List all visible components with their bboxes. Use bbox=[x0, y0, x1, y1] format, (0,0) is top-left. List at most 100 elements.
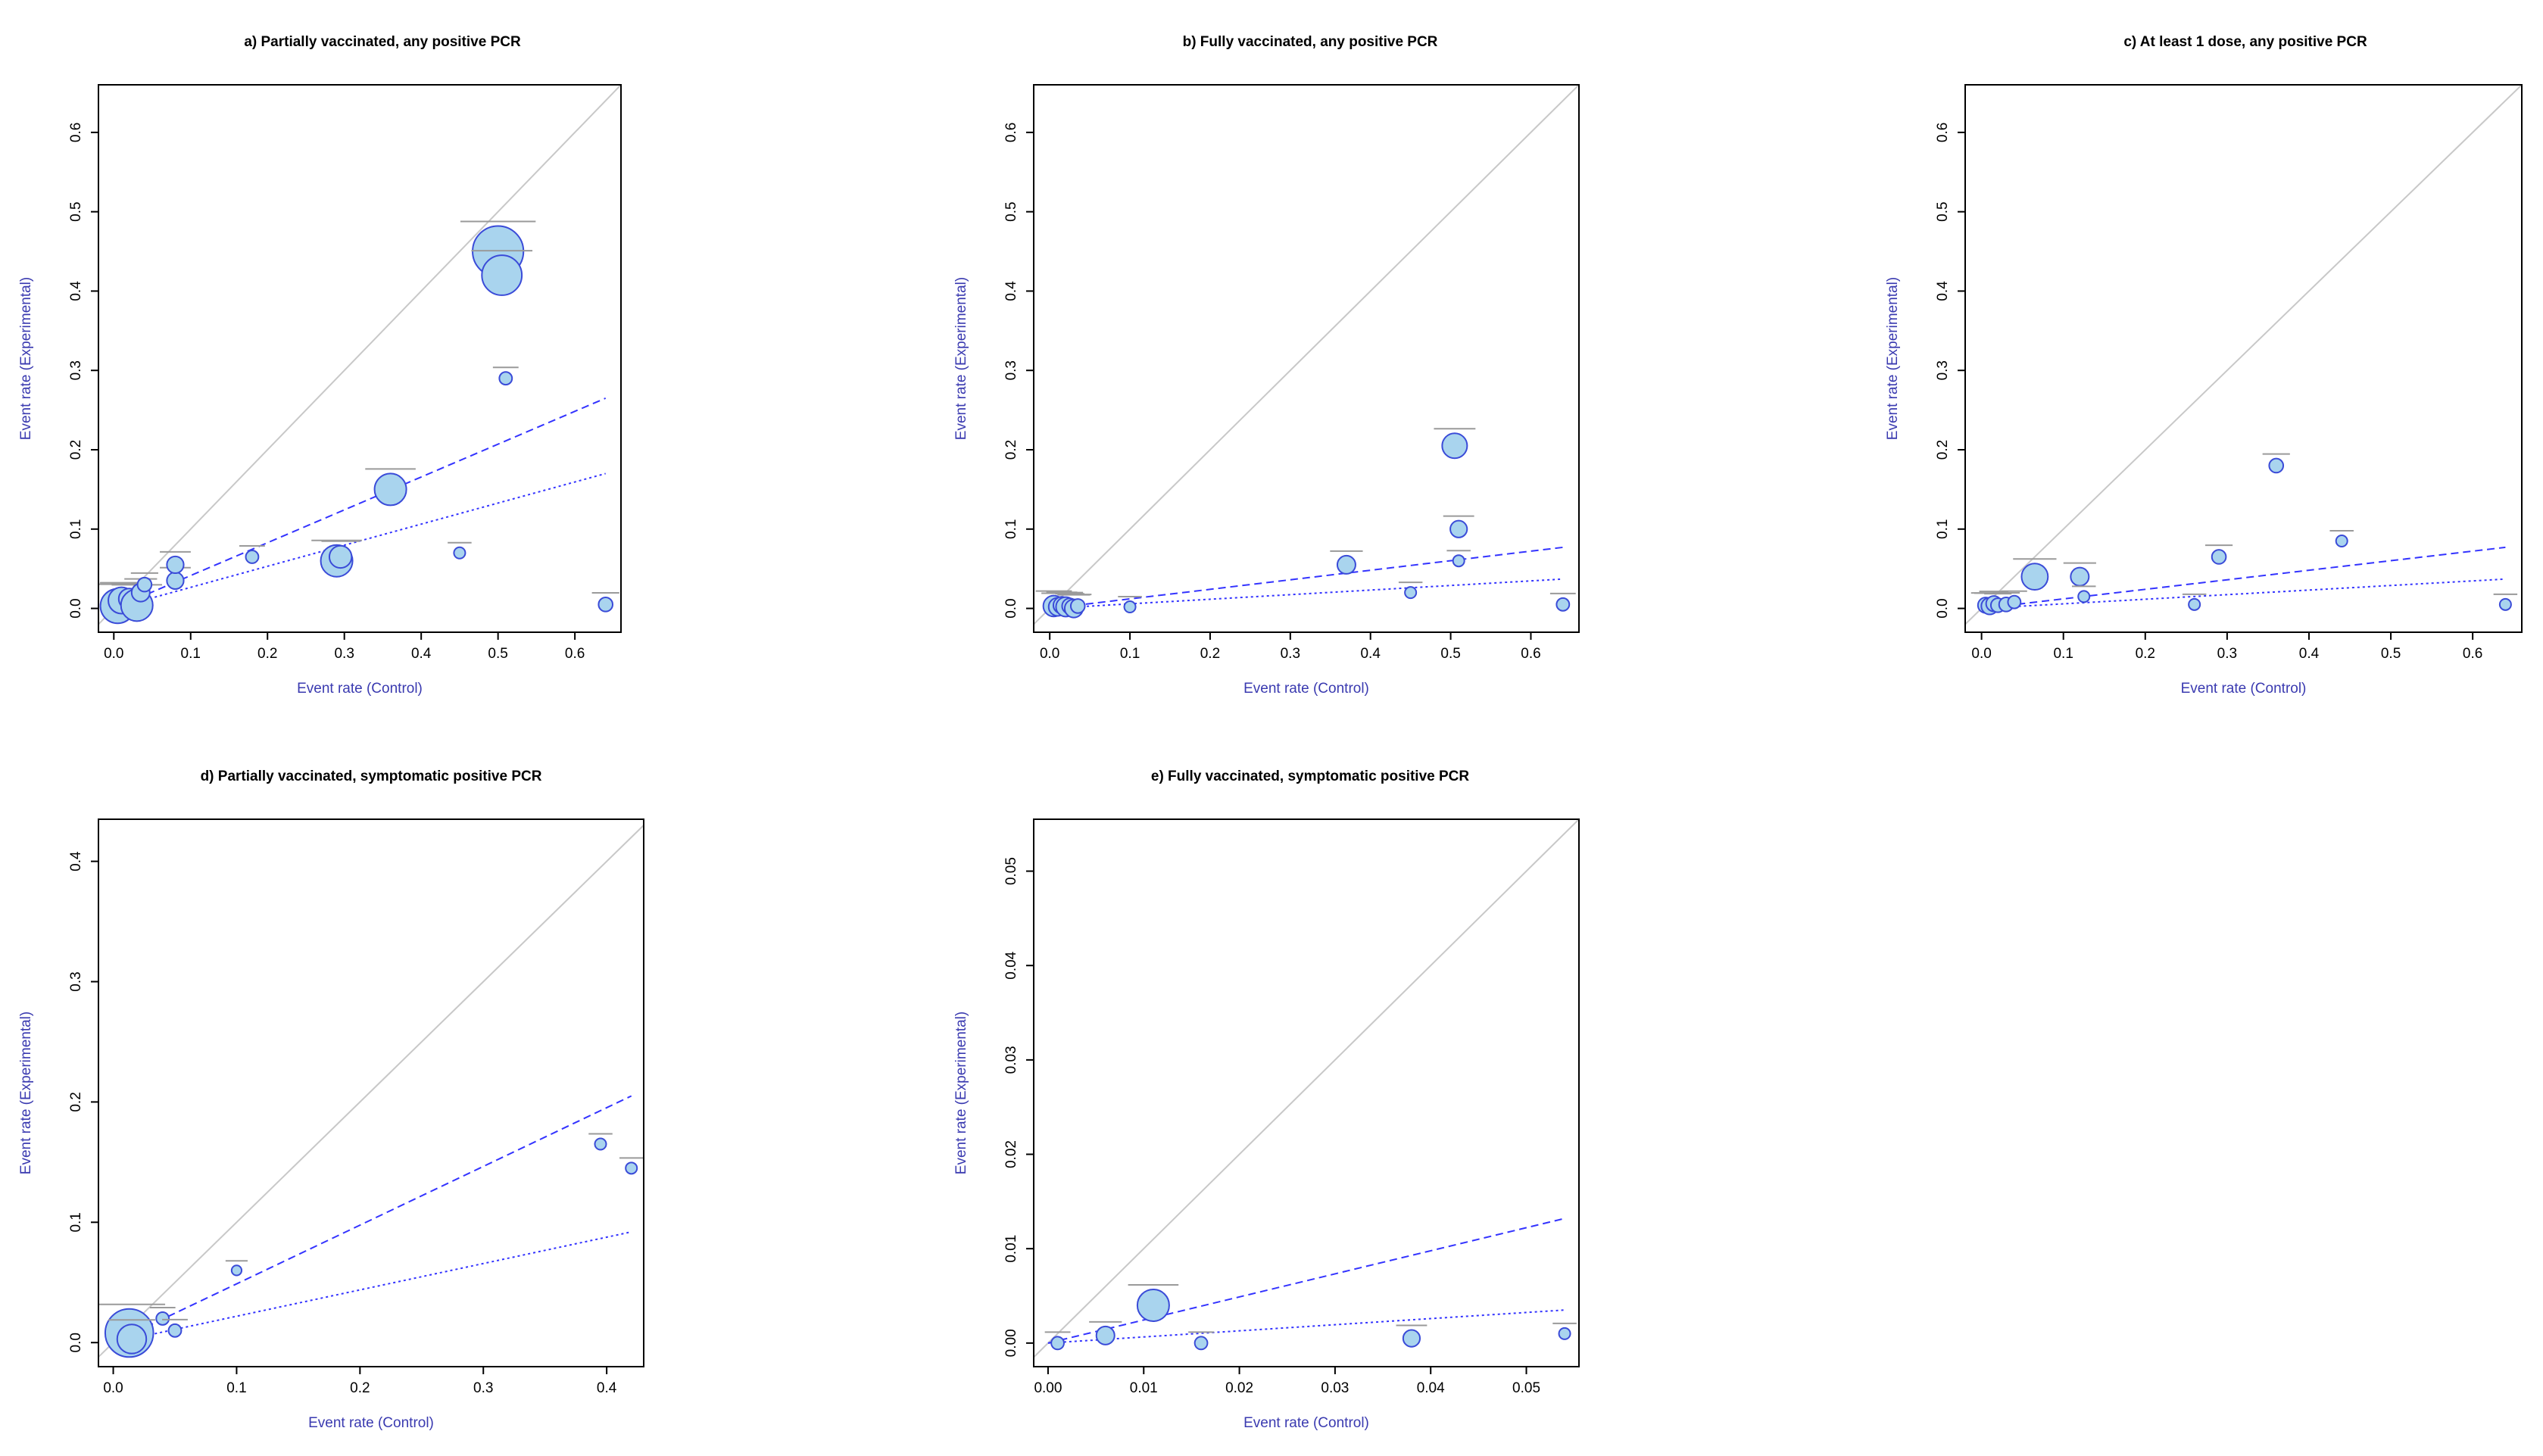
panel-c-ylabel: Event rate (Experimental) bbox=[1885, 277, 1901, 440]
panel-a-xlabel: Event rate (Control) bbox=[297, 681, 423, 697]
panel-e-xtick-label-2: 0.02 bbox=[1225, 1380, 1253, 1396]
panel-d-xtick-label-1: 0.1 bbox=[226, 1380, 246, 1396]
panel-b-xtick-label-0: 0.0 bbox=[1040, 646, 1059, 662]
panel-e-point-0 bbox=[1050, 1336, 1065, 1351]
panel-e-point-2 bbox=[1136, 1288, 1170, 1322]
panel-b-xlabel: Event rate (Control) bbox=[1243, 681, 1369, 697]
panel-b-point-8 bbox=[1336, 554, 1356, 575]
panel-b-ytick-label-2: 0.2 bbox=[1003, 440, 1019, 460]
panel-a: 0.0 0.1 0.2 0.3 0.4 0.5 0.6 0.0 0.1 0.2 0.3 0.4 0.5 0… bbox=[18, 84, 622, 697]
panel-b-xtick-label-1: 0.1 bbox=[1120, 646, 1140, 662]
panel-b-title: b) Fully vaccinated, any positive PCR bbox=[1182, 34, 1438, 50]
panel-d-diagonal-line bbox=[98, 824, 644, 1358]
panel-c-point-5 bbox=[2007, 594, 2022, 610]
panel-a-xtick-label-6: 0.6 bbox=[565, 646, 585, 662]
panel-a-diagonal-line bbox=[98, 85, 621, 625]
panel-a-point-15 bbox=[498, 371, 513, 386]
panel-c: 0.0 0.1 0.2 0.3 0.4 0.5 0.6 0.0 0.1 0.2 0.3 0.4 0.5 0… bbox=[1885, 84, 2523, 697]
panel-b-ytick-label-6: 0.6 bbox=[1003, 123, 1019, 142]
panel-c-point-12 bbox=[2335, 535, 2348, 547]
panel-e-lower-line bbox=[1047, 1309, 1565, 1344]
panel-d-frame bbox=[98, 818, 644, 1367]
panel-d-xtick-label-0: 0.0 bbox=[103, 1380, 123, 1396]
panel-c-xtick-label-6: 0.6 bbox=[2463, 646, 2482, 662]
panel-d-point-6 bbox=[625, 1161, 638, 1175]
panel-a-point-6 bbox=[166, 571, 185, 590]
panel-a-xtick-label-0: 0.0 bbox=[104, 646, 123, 662]
panel-a-point-10 bbox=[328, 544, 353, 569]
panel-a-xtick-label-2: 0.2 bbox=[257, 646, 277, 662]
panel-a-ytick-label-0: 0.0 bbox=[68, 598, 84, 618]
panel-c-ytick-label-0: 0.0 bbox=[1935, 598, 1951, 618]
panel-d-ytick-label-1: 0.1 bbox=[68, 1212, 84, 1232]
panel-d-ytick-label-3: 0.3 bbox=[68, 971, 84, 991]
panel-e-xtick-label-3: 0.03 bbox=[1321, 1380, 1349, 1396]
panel-e-title: e) Fully vaccinated, symptomatic positiv… bbox=[1150, 769, 1470, 784]
panel-a-ytick-label-4: 0.4 bbox=[68, 281, 84, 301]
panel-c-plot-area bbox=[1965, 85, 2522, 625]
panel-c-diagonal-line bbox=[1965, 85, 2522, 625]
panel-e-ytick-label-5: 0.05 bbox=[1003, 857, 1019, 885]
panel-e-diagonal-line bbox=[1034, 819, 1579, 1358]
panel-a-point-7 bbox=[166, 555, 185, 575]
panel-b-xtick-label-5: 0.5 bbox=[1440, 646, 1460, 662]
panel-e-point-3 bbox=[1193, 1336, 1209, 1351]
panel-c-point-8 bbox=[2077, 590, 2091, 603]
panel-b-point-11 bbox=[1449, 519, 1468, 538]
panel-b-point-12 bbox=[1452, 554, 1465, 568]
panel-b-ytick-label-3: 0.3 bbox=[1003, 360, 1019, 380]
panel-c-ytick-label-3: 0.3 bbox=[1935, 360, 1951, 380]
panel-a-frame bbox=[98, 84, 622, 633]
panel-a-xtick-label-4: 0.4 bbox=[411, 646, 432, 662]
panel-b-ytick-label-5: 0.5 bbox=[1003, 201, 1019, 221]
panel-c-xtick-label-5: 0.5 bbox=[2381, 646, 2401, 662]
panel-e-frame bbox=[1033, 818, 1580, 1367]
panel-d-lower-line bbox=[113, 1231, 632, 1344]
panel-c-xtick-label-0: 0.0 bbox=[1971, 646, 1991, 662]
panel-a-xtick-label-5: 0.5 bbox=[488, 646, 507, 662]
panel-b-plot-area bbox=[1034, 85, 1579, 625]
panel-c-ytick-label-1: 0.1 bbox=[1935, 519, 1951, 539]
panel-e-ytick-label-1: 0.01 bbox=[1003, 1235, 1019, 1263]
panel-d-xlabel: Event rate (Control) bbox=[308, 1415, 434, 1431]
panel-d-point-5 bbox=[594, 1137, 607, 1151]
panel-a-ytick-label-2: 0.2 bbox=[68, 440, 84, 460]
panel-e-ytick-label-0: 0.00 bbox=[1003, 1329, 1019, 1357]
panel-d-xtick-label-3: 0.3 bbox=[473, 1380, 493, 1396]
panel-b-xtick-label-2: 0.2 bbox=[1200, 646, 1220, 662]
panel-a-point-16 bbox=[598, 597, 614, 613]
panel-a-point-11 bbox=[373, 472, 407, 507]
panel-c-ytick-label-6: 0.6 bbox=[1935, 123, 1951, 142]
panel-e-ytick-label-4: 0.04 bbox=[1003, 951, 1019, 979]
panel-b-point-6 bbox=[1069, 598, 1086, 614]
panel-c-lower-line bbox=[1981, 578, 2506, 610]
panel-d-ytick-label-2: 0.2 bbox=[68, 1092, 84, 1111]
panel-b-point-10 bbox=[1441, 432, 1468, 460]
panel-a-title: a) Partially vaccinated, any positive PC… bbox=[244, 34, 521, 50]
panel-c-ytick-label-4: 0.4 bbox=[1935, 281, 1951, 301]
panel-b-upper-line bbox=[1050, 546, 1563, 610]
panel-a-xtick-label-3: 0.3 bbox=[334, 646, 354, 662]
panel-e-xtick-label-5: 0.05 bbox=[1512, 1380, 1540, 1396]
panel-d-plot-area bbox=[98, 824, 644, 1358]
panel-c-upper-line bbox=[1981, 546, 2506, 610]
panel-c-point-10 bbox=[2211, 549, 2227, 565]
panel-a-ytick-label-3: 0.3 bbox=[68, 360, 84, 380]
panel-e: 0.00 0.01 0.02 0.03 0.04 0.05 0.00 0.01 0.02 0.03… bbox=[953, 818, 1580, 1431]
panel-c-point-11 bbox=[2268, 457, 2285, 474]
panel-a-xtick-label-1: 0.1 bbox=[181, 646, 201, 662]
panel-b-xtick-label-3: 0.3 bbox=[1281, 646, 1300, 662]
panel-c-xtick-label-2: 0.2 bbox=[2136, 646, 2155, 662]
panel-a-ytick-label-5: 0.5 bbox=[68, 201, 84, 221]
panel-b-xtick-label-4: 0.4 bbox=[1360, 646, 1381, 662]
panel-c-point-6 bbox=[2020, 563, 2049, 591]
panel-b-point-13 bbox=[1555, 597, 1571, 612]
panel-d-ytick-label-4: 0.4 bbox=[68, 851, 84, 871]
panel-d-title: d) Partially vaccinated, symptomatic pos… bbox=[200, 769, 542, 784]
panel-a-point-12 bbox=[453, 546, 466, 560]
panel-b-ytick-label-0: 0.0 bbox=[1003, 598, 1019, 618]
panel-a-ytick-label-6: 0.6 bbox=[68, 123, 84, 142]
panel-b-diagonal-line bbox=[1034, 85, 1579, 625]
